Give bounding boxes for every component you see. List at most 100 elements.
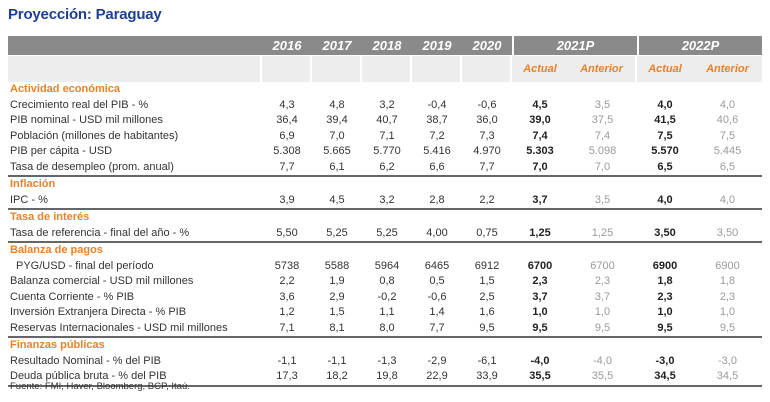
row-label: PYG/USD - final del período: [16, 259, 154, 272]
row-label: Crecimiento real del PIB - %: [10, 98, 149, 111]
cell-historical: 36,4: [276, 114, 298, 126]
section-divider: [8, 384, 762, 387]
cell-historical: 5,50: [276, 226, 298, 239]
cell-actual: 41,5: [654, 114, 676, 126]
cell-anterior: 1,8: [719, 275, 736, 287]
table-row: PYG/USD - final del período 5738 5588 5964 6…: [8, 259, 762, 275]
cell-historical: -0,4: [427, 98, 447, 111]
subheader-blank: [312, 56, 360, 82]
header-group-2022: 2022P: [637, 36, 762, 55]
row-label: PIB per cápita - USD: [10, 145, 113, 157]
section-title: Finanzas públicas: [10, 339, 105, 351]
section-title: Tasa de interés: [10, 211, 90, 223]
subheader-blank: [8, 56, 260, 82]
cell-actual: 2,3: [657, 290, 673, 303]
cell-historical: 0,75: [476, 226, 498, 239]
cell-anterior: 1,0: [594, 306, 611, 318]
cell-historical: 4.970: [473, 145, 501, 157]
cell-anterior: 5.445: [713, 145, 742, 157]
cell-anterior: 2,3: [594, 275, 611, 287]
cell-anterior: 7,4: [594, 129, 611, 142]
table-row: Resultado Nominal - % del PIB -1,1 -1,1 -1,…: [8, 354, 762, 370]
subheader-anterior: Anterior: [580, 63, 623, 75]
cell-historical: 19,8: [376, 370, 398, 382]
cell-anterior: 6900: [715, 259, 740, 272]
cell-actual: 1,8: [657, 275, 673, 287]
cell-historical: 33,9: [476, 370, 498, 382]
cell-anterior: 7,5: [719, 129, 736, 142]
cell-historical: 7,0: [329, 129, 345, 142]
section-header: Balanza de pagos: [8, 243, 762, 259]
cell-historical: 7,7: [429, 321, 445, 334]
cell-historical: 2,2: [279, 275, 295, 287]
header-year: 2018: [372, 38, 402, 53]
section-header: Tasa de interés: [8, 210, 762, 226]
cell-actual: 5.303: [526, 145, 554, 157]
cell-actual: -4,0: [530, 354, 550, 367]
cell-historical: 1,6: [479, 306, 495, 318]
cell-anterior: 9,5: [719, 321, 736, 334]
section-title: Inflación: [10, 178, 56, 190]
cell-historical: 38,7: [426, 114, 448, 126]
section-divider: [8, 336, 762, 338]
table-row: IPC - % 3,9 4,5 3,2 2,8 2,2 3,7 3,5 4,0 4,0: [8, 193, 762, 209]
cell-anterior: 6,5: [719, 160, 736, 173]
cell-historical: 8,1: [329, 321, 345, 334]
cell-historical: -0,6: [427, 290, 447, 303]
table-row: Tasa de desempleo (prom. anual) 7,7 6,1 6,2…: [8, 160, 762, 176]
cell-anterior: 1,25: [591, 226, 614, 239]
cell-actual: 7,4: [532, 129, 548, 142]
cell-historical: 5964: [374, 259, 400, 272]
cell-historical: 1,5: [479, 275, 495, 287]
cell-historical: 7,2: [429, 129, 445, 142]
cell-historical: 6,9: [279, 129, 295, 142]
section-header: Finanzas públicas: [8, 338, 762, 354]
subheader-anterior: Anterior: [706, 63, 749, 75]
cell-actual: 3,7: [532, 193, 548, 206]
cell-historical: 5588: [324, 259, 350, 272]
table-row: Inversión Extranjera Directa - % PIB 1,2 1…: [8, 305, 762, 321]
cell-historical: 0,5: [429, 275, 445, 287]
section-header: Actividad económica: [8, 82, 762, 98]
cell-anterior: 7,0: [594, 160, 611, 173]
section-title: Balanza de pagos: [10, 244, 103, 256]
section-header: Inflación: [8, 177, 762, 193]
cell-historical: 6,2: [379, 160, 395, 173]
cell-historical: 1,9: [329, 275, 345, 287]
cell-actual: 2,3: [532, 275, 548, 287]
row-label: Inversión Extranjera Directa - % PIB: [10, 306, 187, 318]
header-year: 2019: [422, 38, 452, 53]
cell-anterior: 3,7: [594, 290, 611, 303]
cell-historical: 6912: [474, 259, 500, 272]
header-label-cell: [8, 36, 262, 55]
cell-anterior: 5.098: [588, 145, 617, 157]
cell-actual: 5.570: [651, 145, 679, 157]
cell-historical: 40,7: [376, 114, 398, 126]
section-divider: [8, 208, 762, 210]
cell-anterior: 3,5: [594, 193, 611, 206]
cell-historical: 5.665: [323, 145, 351, 157]
cell-historical: -1,1: [327, 354, 347, 367]
cell-anterior: 4,0: [719, 193, 736, 206]
cell-historical: 6465: [424, 259, 450, 272]
table-row: Reservas Internacionales - USD mil millo…: [8, 321, 762, 337]
subheader-actual: Actual: [523, 63, 557, 75]
cell-anterior: 1,0: [719, 306, 736, 318]
table-header: 2016 2017 2018 2019 2020 2021P 2022P: [8, 36, 762, 55]
cell-historical: 6,1: [329, 160, 345, 173]
cell-historical: 17,3: [276, 370, 298, 382]
header-year: 2016: [272, 38, 302, 53]
row-label: Tasa de desempleo (prom. anual): [10, 160, 174, 173]
cell-historical: 3,6: [279, 290, 295, 303]
cell-actual: 35,5: [529, 370, 551, 382]
cell-anterior: 35,5: [591, 370, 614, 382]
subheader-actual: Actual: [648, 63, 682, 75]
cell-actual: 1,0: [657, 306, 673, 318]
cell-actual: 3,50: [654, 226, 676, 239]
header-year: 2017: [322, 38, 352, 53]
table-row: Tasa de referencia - final del año - % 5,…: [8, 226, 762, 242]
source-note: Fuente: FMI, Haver, Bloomberg, BCP, Itaú…: [10, 381, 190, 392]
cell-historical: 7,1: [379, 129, 395, 142]
cell-historical: 5738: [274, 259, 300, 272]
row-label: Cuenta Corriente - % PIB: [10, 290, 135, 303]
